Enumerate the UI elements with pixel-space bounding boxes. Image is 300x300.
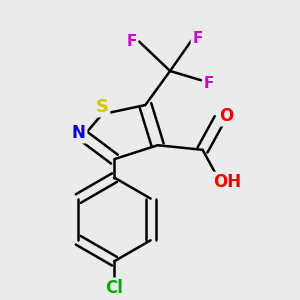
- Text: Cl: Cl: [106, 279, 123, 297]
- Text: O: O: [219, 107, 233, 125]
- Text: N: N: [72, 124, 86, 142]
- Text: S: S: [96, 98, 109, 116]
- Text: OH: OH: [213, 173, 242, 191]
- Text: F: F: [204, 76, 214, 91]
- Text: F: F: [126, 34, 136, 49]
- Text: F: F: [192, 31, 202, 46]
